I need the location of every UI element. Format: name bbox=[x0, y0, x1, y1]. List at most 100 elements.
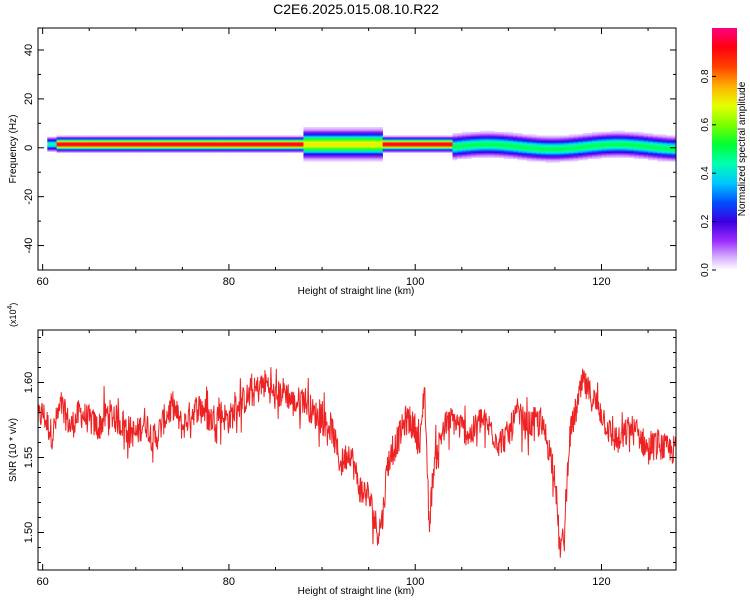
spectrogram-cell bbox=[499, 155, 504, 157]
spectrogram-cell bbox=[350, 156, 355, 158]
spectrogram-cell bbox=[405, 140, 411, 142]
spectrogram-cell bbox=[624, 153, 630, 156]
spectrogram-cell bbox=[620, 139, 626, 141]
spectrogram-cell bbox=[485, 156, 491, 158]
spectrogram-cell bbox=[289, 139, 295, 141]
spectrogram-cell bbox=[662, 160, 667, 162]
spectrogram-cell bbox=[242, 149, 248, 151]
spectrogram-cell bbox=[266, 144, 272, 146]
spectrogram-cell bbox=[368, 145, 374, 147]
spectrogram-cell bbox=[466, 144, 472, 146]
spectrogram-cell bbox=[368, 138, 374, 140]
spectrogram-cell bbox=[578, 135, 584, 138]
spectrogram-cell bbox=[485, 139, 491, 141]
spectrogram-cell bbox=[121, 151, 127, 153]
spectrogram-cell bbox=[340, 130, 346, 133]
spectrogram-frame bbox=[37, 27, 677, 271]
spectrogram-cell bbox=[596, 145, 602, 147]
spectrogram-cell bbox=[163, 142, 169, 145]
spectrogram-cell bbox=[643, 144, 649, 146]
spectrogram-cell bbox=[499, 131, 504, 134]
spectrogram-cell bbox=[601, 133, 607, 135]
spectrogram-cell bbox=[610, 144, 616, 146]
spectrogram-cell bbox=[331, 142, 337, 145]
spectrogram-cell bbox=[177, 139, 183, 141]
spectrogram-cell bbox=[117, 142, 123, 145]
spectrogram-cell bbox=[526, 144, 532, 146]
spectrogram-cell bbox=[61, 142, 67, 145]
spectrogram-cell bbox=[666, 158, 672, 161]
spectrogram-cell bbox=[70, 149, 76, 151]
spectrogram-cell bbox=[303, 128, 309, 130]
spectrogram-cell bbox=[75, 146, 81, 149]
spectrogram-cell bbox=[461, 135, 467, 138]
spectrogram-cell bbox=[531, 140, 537, 142]
spectrogram-cell bbox=[112, 149, 118, 151]
spectrogram-cell bbox=[610, 142, 616, 145]
spectrogram-cell bbox=[391, 139, 397, 141]
spectrogram-cell bbox=[503, 155, 509, 157]
spectrogram-cell bbox=[629, 144, 635, 146]
spectrogram-cell bbox=[280, 150, 286, 152]
spectrogram-cell bbox=[84, 151, 90, 153]
spectrogram-cell bbox=[354, 130, 360, 133]
spectrogram-cell bbox=[410, 138, 416, 140]
spectrogram-cell bbox=[326, 128, 332, 130]
spectrogram-cell bbox=[429, 138, 435, 140]
spectrogram-cell bbox=[508, 141, 514, 144]
spectrogram-cell bbox=[312, 150, 318, 152]
spectrogram-cell bbox=[405, 136, 411, 139]
spectrogram-cell bbox=[452, 157, 458, 160]
spectrogram-cell bbox=[47, 145, 53, 147]
spectrogram-cell bbox=[475, 147, 481, 150]
spectrogram-cell bbox=[517, 156, 523, 158]
spectrogram-cell bbox=[354, 128, 360, 130]
spectrogram-cell bbox=[396, 149, 402, 151]
spectrogram-cell bbox=[154, 146, 160, 149]
spectrogram-cell bbox=[350, 146, 355, 149]
spectrogram-cell bbox=[494, 138, 500, 140]
spectrogram-cell bbox=[620, 153, 626, 156]
spectrogram-cell bbox=[322, 130, 328, 133]
spectrogram-cell bbox=[280, 144, 286, 146]
spectrogram-cell bbox=[303, 141, 309, 144]
spectrogram-cell bbox=[340, 152, 346, 155]
spectrogram-cell bbox=[424, 138, 430, 140]
spectrogram-cell bbox=[419, 150, 425, 152]
spectrogram-cell bbox=[93, 139, 99, 141]
spectrogram-cell bbox=[322, 155, 328, 157]
spectrogram-cell bbox=[508, 147, 514, 150]
spectrogram-cell bbox=[182, 141, 188, 144]
spectrogram-cell bbox=[447, 151, 453, 153]
spectrogram-cell bbox=[359, 133, 365, 135]
spectrogram-cell bbox=[657, 155, 663, 157]
spectrogram-cell bbox=[322, 135, 328, 138]
spectrogram-cell bbox=[554, 144, 560, 146]
spectrogram-cell bbox=[280, 141, 286, 144]
spectrogram-cell bbox=[652, 153, 658, 156]
spectrogram-cell bbox=[187, 140, 192, 142]
spectrogram-cell bbox=[578, 141, 584, 144]
spectrogram-cell bbox=[377, 149, 383, 151]
spectrogram-cell bbox=[84, 142, 90, 145]
spectrogram-cell bbox=[620, 136, 626, 139]
spectrogram-cell bbox=[382, 144, 388, 146]
spectrogram-cell bbox=[391, 142, 397, 145]
spectrogram-cell bbox=[205, 138, 211, 140]
spectrogram-cell bbox=[303, 139, 309, 141]
spectrogram-cell bbox=[261, 141, 267, 144]
spectrogram-cell bbox=[461, 136, 467, 139]
spectrogram-cell bbox=[522, 150, 528, 152]
spectrogram-cell bbox=[284, 150, 290, 152]
spectrogram-cell bbox=[303, 130, 309, 133]
spectrogram-cell bbox=[331, 131, 337, 134]
spectrogram-cell bbox=[340, 153, 346, 156]
spectrogram-cell bbox=[564, 156, 570, 158]
spectrogram-cell bbox=[354, 158, 360, 161]
spectrogram-cell bbox=[606, 133, 612, 135]
spectrogram-cell bbox=[140, 140, 146, 142]
spectrogram-cell bbox=[550, 139, 556, 141]
snr-multiplier-exp: 4 bbox=[7, 305, 14, 309]
spectrogram-cell bbox=[648, 156, 654, 158]
spectrogram-cell bbox=[638, 144, 644, 146]
